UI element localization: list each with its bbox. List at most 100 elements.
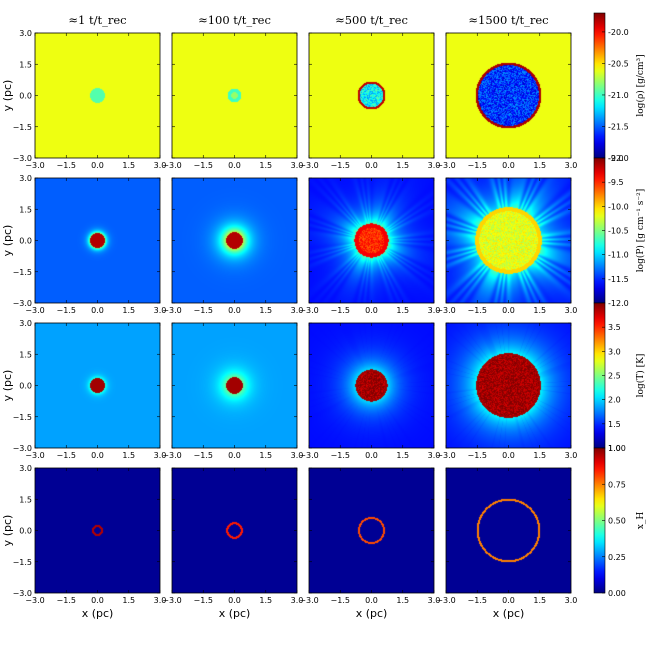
heatmap-image — [446, 323, 571, 448]
y-tick-label: −3.0 — [13, 589, 32, 598]
colorbar-tick-label: -21.0 — [608, 91, 629, 100]
colorbar-tick-label: -20.0 — [608, 28, 629, 37]
colorbar-tick-label: 1.00 — [608, 444, 626, 453]
x-tick-label: −1.5 — [57, 451, 76, 460]
panel-neutral-fraction-4: −3.0 −1.5 0.0 1.5 3.0 x (pc) — [436, 467, 578, 620]
colorbar-density: -22.0 -21.5 -21.0 -20.5 -20.0 log(ρ) [g/cm³] — [593, 12, 646, 163]
colorbar-tick-label: 3.5 — [608, 323, 621, 332]
x-tick-label: 1.5 — [533, 161, 546, 170]
y-tick-label: 3.0 — [19, 319, 32, 328]
heatmap-image — [35, 33, 160, 158]
heatmap-image — [35, 323, 160, 448]
panel-pressure-4: −3.0 −1.5 0.0 1.5 3.0 — [436, 177, 578, 315]
y-tick-label: −3.0 — [13, 444, 32, 453]
x-tick-label: −3.0 — [162, 161, 181, 170]
x-tick-label: −3.0 — [299, 161, 318, 170]
x-tick-label: −3.0 — [299, 596, 318, 605]
colorbar-tick-label: -9.5 — [608, 178, 624, 187]
x-tick-label: 1.5 — [259, 596, 272, 605]
x-tick-label: 3.0 — [565, 596, 578, 605]
x-tick-label: 3.0 — [291, 596, 304, 605]
column-title: ≈500 t/t_rec — [335, 13, 408, 27]
y-axis-label: y (pc) — [1, 80, 14, 112]
x-tick-label: 0.0 — [502, 596, 515, 605]
y-tick-label: 0.0 — [19, 382, 32, 391]
y-tick-label: 1.5 — [19, 350, 32, 359]
heatmap-image — [35, 178, 160, 303]
x-tick-label: 0.0 — [228, 306, 241, 315]
x-tick-label: 1.5 — [396, 451, 409, 460]
x-tick-label: 1.5 — [122, 306, 135, 315]
y-tick-label: −1.5 — [13, 268, 32, 277]
colorbar-tick-label: 1.5 — [608, 420, 621, 429]
x-tick-label: 1.5 — [259, 306, 272, 315]
colorbar-label: log(P) [g cm⁻¹ s⁻²] — [635, 189, 646, 272]
panel-temperature-3: −3.0 −1.5 0.0 1.5 3.0 — [299, 322, 440, 460]
colorbar-pressure: -12.0 -11.5 -11.0 -10.5 -10.0 -9.5 -9.0 log(P) … — [593, 154, 646, 308]
x-tick-label: 3.0 — [291, 161, 304, 170]
x-tick-label: −1.5 — [57, 306, 76, 315]
y-tick-label: −1.5 — [13, 413, 32, 422]
x-tick-label: −3.0 — [25, 161, 44, 170]
x-tick-label: 3.0 — [154, 596, 167, 605]
colorbar-tick-label: 0.75 — [608, 480, 626, 489]
heatmap-image — [172, 33, 297, 158]
heatmap-image — [35, 468, 160, 593]
x-tick-label: −1.5 — [194, 596, 213, 605]
x-tick-label: −1.5 — [57, 596, 76, 605]
x-tick-label: −3.0 — [25, 451, 44, 460]
x-tick-label: 1.5 — [396, 161, 409, 170]
heatmap-image — [172, 323, 297, 448]
x-axis-label: x (pc) — [219, 607, 251, 620]
y-tick-label: 0.0 — [19, 237, 32, 246]
x-tick-label: 0.0 — [91, 306, 104, 315]
y-tick-label: −1.5 — [13, 123, 32, 132]
colorbar-tick-label: -11.0 — [608, 251, 629, 260]
heatmap-image — [172, 468, 297, 593]
colorbar-tick-label: -22.0 — [608, 154, 629, 163]
x-tick-label: −3.0 — [436, 451, 455, 460]
heatmap-image — [309, 33, 434, 158]
x-tick-label: −3.0 — [162, 451, 181, 460]
x-tick-label: 3.0 — [291, 306, 304, 315]
colorbar-label: log(ρ) [g/cm³] — [635, 54, 646, 116]
x-tick-label: 1.5 — [122, 161, 135, 170]
x-tick-label: 1.5 — [396, 596, 409, 605]
colorbar-tick-label: -10.5 — [608, 227, 629, 236]
y-tick-label: 3.0 — [19, 29, 32, 38]
x-tick-label: −3.0 — [436, 161, 455, 170]
colorbar-tick-label: -9.0 — [608, 154, 624, 163]
panel-neutral-fraction-3: −3.0 −1.5 0.0 1.5 3.0 x (pc) — [299, 467, 440, 620]
heatmap-image — [446, 468, 571, 593]
x-tick-label: −1.5 — [194, 161, 213, 170]
x-tick-label: 0.0 — [502, 306, 515, 315]
x-tick-label: 3.0 — [565, 306, 578, 315]
panel-density-2: −3.0 −1.5 0.0 1.5 3.0 ≈100 t/t_rec — [162, 13, 303, 170]
x-tick-label: 1.5 — [122, 596, 135, 605]
x-tick-label: −1.5 — [57, 161, 76, 170]
x-tick-label: −3.0 — [299, 451, 318, 460]
y-axis-label: y (pc) — [1, 225, 14, 257]
colorbar-tick-label: -10.0 — [608, 202, 629, 211]
x-tick-label: 0.0 — [365, 596, 378, 605]
x-tick-label: 3.0 — [428, 306, 441, 315]
y-tick-label: 0.0 — [19, 527, 32, 536]
x-tick-label: 0.0 — [228, 161, 241, 170]
y-tick-label: −3.0 — [13, 154, 32, 163]
heatmap-image — [446, 33, 571, 158]
x-tick-label: 0.0 — [502, 451, 515, 460]
heatmap-image — [172, 178, 297, 303]
column-title: ≈1 t/t_rec — [68, 13, 126, 27]
x-tick-label: −3.0 — [299, 306, 318, 315]
colorbar-tick-label: 0.50 — [608, 517, 626, 526]
x-tick-label: −1.5 — [468, 161, 487, 170]
x-tick-label: 1.5 — [259, 161, 272, 170]
x-tick-label: −3.0 — [436, 306, 455, 315]
heatmap-image — [446, 178, 571, 303]
x-tick-label: 3.0 — [428, 161, 441, 170]
x-tick-label: −3.0 — [162, 306, 181, 315]
panel-neutral-fraction-1: −3.0−3.0 −1.5 −1.5 0.0 0.0 1.5 1.5 3.0 3.0 y (pc)… — [1, 464, 166, 620]
y-axis-label: y (pc) — [1, 370, 14, 402]
colorbar-neutral-fraction: 0.00 0.25 0.50 0.75 1.00 x_H — [593, 444, 646, 598]
